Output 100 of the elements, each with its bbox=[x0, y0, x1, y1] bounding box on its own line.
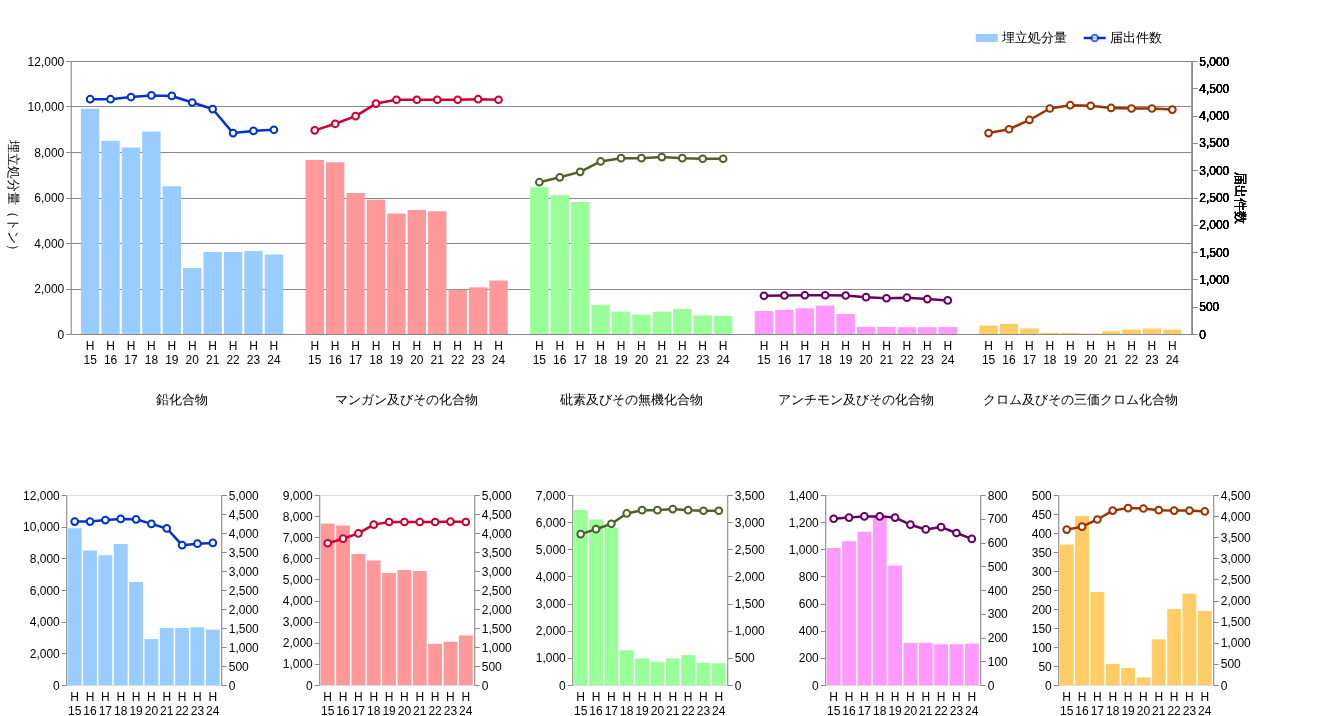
x-tick-label: H 24 bbox=[267, 338, 281, 367]
x-tick-label: H 22 bbox=[175, 689, 190, 716]
point bbox=[473, 94, 483, 104]
point bbox=[249, 126, 258, 136]
y2-tick-label: 500 bbox=[481, 659, 503, 674]
y2-tick-label: 4,000 bbox=[1199, 109, 1230, 124]
point bbox=[1062, 525, 1072, 534]
y2-tick-label: 200 bbox=[987, 631, 1009, 645]
x-tick-label: H 21 bbox=[430, 338, 445, 367]
point bbox=[193, 539, 202, 548]
point bbox=[616, 153, 626, 163]
bar bbox=[387, 213, 406, 334]
x-tick-label: H 15 bbox=[981, 338, 996, 367]
x-tick-label: H 16 bbox=[83, 689, 98, 716]
x-tick-label: H 18 bbox=[620, 689, 634, 716]
bar bbox=[964, 643, 979, 685]
point bbox=[147, 519, 156, 529]
point bbox=[943, 296, 953, 305]
point bbox=[653, 505, 662, 515]
y-tick-label: 8,000 bbox=[29, 551, 61, 566]
point bbox=[1108, 506, 1118, 515]
x-tick-label: H 19 bbox=[1063, 338, 1078, 367]
y-tick-label: 100 bbox=[1031, 640, 1053, 655]
y2-tick-label: 2,000 bbox=[734, 569, 766, 584]
point bbox=[535, 177, 544, 187]
bar bbox=[632, 314, 651, 334]
y-tick-label: 4,000 bbox=[282, 594, 314, 609]
x-tick-label: H 16 bbox=[336, 689, 351, 716]
y-tick-label: 2,000 bbox=[535, 624, 567, 639]
x-tick-label: H 15 bbox=[532, 338, 547, 367]
x-tick-label: H 19 bbox=[389, 338, 404, 367]
point bbox=[607, 519, 616, 529]
legend-label: 埋立処分量 bbox=[1000, 30, 1067, 45]
point bbox=[162, 524, 172, 533]
bar bbox=[979, 325, 998, 334]
point bbox=[875, 512, 885, 521]
y-tick-label: 0 bbox=[1045, 678, 1053, 693]
bar bbox=[448, 289, 467, 334]
x-tick-label: H 15 bbox=[321, 689, 335, 716]
point bbox=[412, 95, 422, 105]
bar bbox=[530, 187, 549, 334]
point bbox=[1025, 115, 1034, 125]
point bbox=[699, 506, 708, 516]
point bbox=[369, 520, 379, 529]
y-tick-label: 2,000 bbox=[282, 636, 314, 651]
y-tick-label: 50 bbox=[1038, 659, 1053, 674]
x-tick-label: H 21 bbox=[413, 689, 427, 716]
x-tick-label: H 23 bbox=[190, 689, 205, 716]
x-tick-label: H 20 bbox=[859, 338, 874, 367]
y-tick-label: 200 bbox=[798, 651, 820, 666]
x-tick-label: H 24 bbox=[941, 338, 955, 367]
y-tick-label: 9,000 bbox=[282, 488, 314, 503]
bar bbox=[713, 315, 733, 334]
bar bbox=[203, 252, 222, 334]
x-tick-label: H 19 bbox=[888, 689, 903, 716]
y2-tick-label: 500 bbox=[734, 651, 756, 666]
x-tick-label: H 21 bbox=[1152, 689, 1166, 716]
y-tick-label: 6,000 bbox=[282, 551, 314, 566]
y2-tick-label: 2,000 bbox=[228, 602, 260, 617]
bar bbox=[1020, 328, 1039, 334]
y2-tick-label: 1,500 bbox=[481, 621, 513, 636]
point bbox=[228, 128, 238, 138]
y-tick-label: 5,000 bbox=[535, 542, 567, 557]
point bbox=[446, 517, 455, 526]
bar bbox=[346, 192, 365, 334]
y2-tick-label: 1,500 bbox=[734, 597, 766, 612]
y-tick-label: 600 bbox=[798, 597, 820, 612]
x-tick-label: H 24 bbox=[1198, 689, 1212, 716]
x-tick-label: H 17 bbox=[124, 338, 138, 367]
point bbox=[576, 529, 586, 539]
bar bbox=[121, 147, 141, 334]
y-tick-label: 150 bbox=[1031, 621, 1053, 636]
point bbox=[596, 157, 605, 166]
x-tick-label: H 22 bbox=[1167, 689, 1182, 716]
point bbox=[936, 522, 946, 532]
y-tick-label: 1,000 bbox=[282, 657, 314, 672]
x-tick-label: H 22 bbox=[681, 689, 696, 716]
point bbox=[494, 95, 503, 105]
bar bbox=[468, 287, 488, 334]
point bbox=[844, 513, 854, 522]
point bbox=[131, 514, 141, 524]
point bbox=[1147, 104, 1157, 113]
y2-axis-title: 届出件数 bbox=[1233, 172, 1249, 224]
y2-tick-label: 3,000 bbox=[734, 515, 766, 530]
y2-tick-label: 5,000 bbox=[228, 488, 260, 503]
point bbox=[637, 153, 646, 163]
y-tick-label: 250 bbox=[1031, 583, 1053, 598]
y-tick-label: 3,000 bbox=[282, 615, 314, 630]
x-tick-label: H 24 bbox=[459, 689, 473, 716]
y-tick-label: 6,000 bbox=[34, 191, 65, 205]
x-tick-label: H 21 bbox=[666, 689, 680, 716]
x-tick-label: H 16 bbox=[777, 338, 792, 367]
bar bbox=[407, 210, 427, 334]
y2-tick-label: 0 bbox=[481, 678, 489, 693]
bar bbox=[795, 308, 814, 334]
point bbox=[984, 128, 993, 138]
x-tick-label: H 15 bbox=[757, 338, 771, 367]
bar bbox=[101, 140, 120, 334]
bar bbox=[80, 108, 100, 334]
x-tick-label: H 17 bbox=[348, 338, 363, 367]
